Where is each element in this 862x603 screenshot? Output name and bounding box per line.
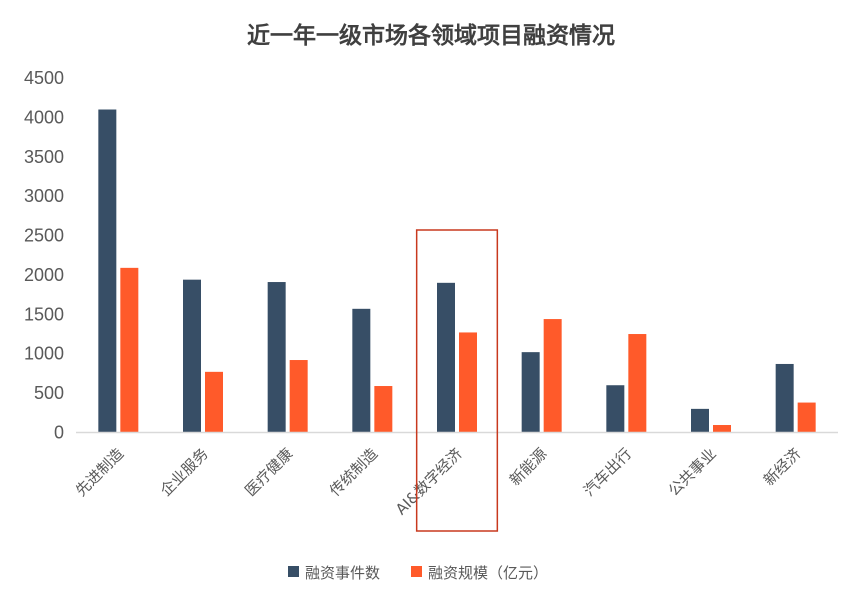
legend: 融资事件数 融资规模（亿元） xyxy=(288,564,548,582)
y-tick-label: 1500 xyxy=(24,304,64,324)
y-axis-ticks: 0 500 1000 1500 2000 2500 3000 3500 4000 4500 xyxy=(24,68,64,443)
y-tick-label: 4000 xyxy=(24,107,64,127)
bar-amount xyxy=(205,371,223,433)
bar-amount xyxy=(120,267,139,433)
x-tick-label: 医疗健康 xyxy=(241,445,296,500)
legend-label-events: 融资事件数 xyxy=(305,564,380,582)
bar-marks xyxy=(98,109,816,433)
y-tick-label: 3500 xyxy=(24,147,64,167)
y-tick-label: 4500 xyxy=(24,68,64,88)
y-tick-label: 0 xyxy=(54,423,64,443)
x-tick-label: 传统制造 xyxy=(326,445,381,500)
bar-events xyxy=(521,352,540,433)
bar-amount xyxy=(797,402,816,433)
chart-title: 近一年一级市场各领域项目融资情况 xyxy=(247,22,615,49)
y-tick-label: 2000 xyxy=(24,265,64,285)
bar-amount xyxy=(289,360,308,433)
y-tick-label: 3000 xyxy=(24,186,64,206)
bar-events xyxy=(606,385,625,433)
bar-amount xyxy=(459,332,477,433)
legend-label-amount: 融资规模（亿元） xyxy=(428,564,548,582)
bar-amount xyxy=(543,319,562,433)
x-tick-label: 新能源 xyxy=(506,445,551,490)
x-tick-label: 公共事业 xyxy=(665,445,720,500)
y-tick-label: 2500 xyxy=(24,226,64,246)
bar-events xyxy=(98,109,117,433)
x-tick-label: 先进制造 xyxy=(72,445,127,500)
bar-events xyxy=(691,408,709,433)
bar-events xyxy=(183,279,201,433)
bar-events xyxy=(775,363,794,433)
legend-swatch-amount xyxy=(411,566,422,577)
y-tick-label: 1000 xyxy=(24,344,64,364)
x-tick-label: 新经济 xyxy=(760,445,805,490)
y-tick-label: 500 xyxy=(34,383,64,403)
x-tick-label: 汽车出行 xyxy=(580,445,635,500)
bar-amount xyxy=(628,334,647,433)
x-tick-label: 企业服务 xyxy=(157,445,212,500)
x-tick-label: AI&数字经济 xyxy=(392,445,466,519)
bar-events xyxy=(267,282,286,433)
bar-amount xyxy=(374,386,393,433)
bar-events xyxy=(437,282,455,433)
x-axis-ticks: 先进制造 企业服务 医疗健康 传统制造 AI&数字经济 新能源 汽车出行 公共事业 新经济 xyxy=(72,445,804,519)
bar-amount xyxy=(713,425,731,433)
highlight-box xyxy=(415,229,499,532)
bar-events xyxy=(352,308,371,433)
legend-swatch-events xyxy=(288,566,299,577)
